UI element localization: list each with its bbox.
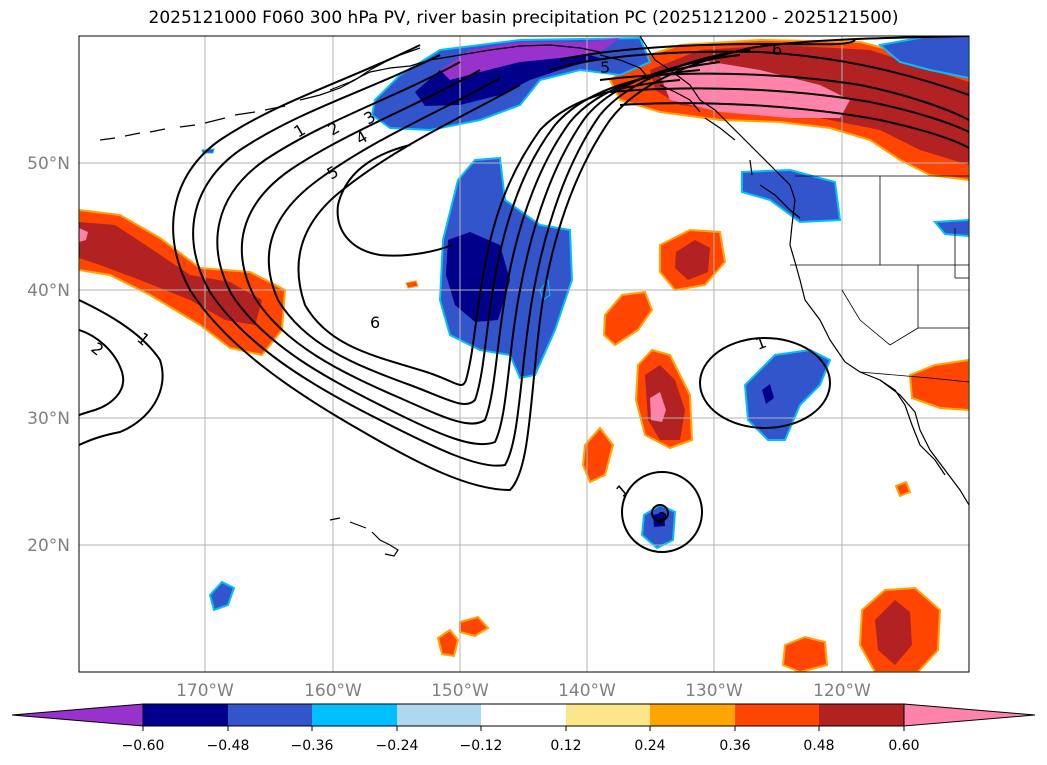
precip-area-cell-6-core [875, 600, 912, 665]
coastline-hawaii [329, 517, 399, 557]
pv-contour-sub-2 [651, 504, 669, 522]
colorbar-tick-label: 0.12 [550, 738, 581, 754]
pv-contour-6-north [559, 39, 856, 61]
contour-label-9: 1 [133, 329, 153, 350]
precip-area-sub-negative-core [653, 512, 665, 527]
precip-area-cell-2 [602, 290, 654, 347]
precip-area-central-negative-core [446, 232, 510, 322]
borders [790, 175, 969, 383]
colorbar-tick-label: 0.36 [719, 738, 750, 754]
colorbar-tick-label: 0.48 [803, 738, 834, 754]
colorbar-bin-1 [143, 704, 228, 726]
precip-area-cell-1-core [675, 240, 710, 280]
precip-area-cell-8 [436, 628, 460, 658]
contour-label-6: 6 [370, 313, 380, 332]
pv-contour-sub-1 [621, 471, 703, 553]
colorbar-bin-8 [735, 704, 819, 726]
pv-contour-3 [216, 54, 741, 446]
colorbar: −0.60 −0.48 −0.36 −0.24 −0.12 0.12 0.24 … [11, 703, 1036, 754]
longitude-labels: 170°W 160°W 150°W 140°W 130°W 120°W [176, 681, 871, 701]
precip-area-cell-9 [459, 615, 490, 638]
lon-label-160w: 160°W [304, 681, 362, 701]
pv-contour-5 [267, 69, 701, 405]
precip-area-cell-3-core [645, 365, 685, 440]
contour-label-10: 2 [87, 339, 107, 360]
colorbar-tick-label: −0.60 [122, 738, 165, 754]
pv-contour-gulf-3 [619, 102, 969, 149]
contour-label-1: 1 [291, 120, 309, 142]
lat-label-50n: 50°N [27, 154, 70, 174]
pv-contour-east-1 [699, 337, 831, 429]
pv-contour-west-1 [79, 299, 164, 446]
colorbar-tick-label: −0.48 [207, 738, 250, 754]
precip-area-hawaii-negative [208, 580, 236, 612]
precip-area-cell-4 [581, 426, 615, 484]
lon-label-150w: 150°W [431, 681, 489, 701]
colorbar-tick-label: 0.24 [634, 738, 665, 754]
precip-area-cell-7 [781, 635, 829, 672]
colorbar-extend-low [11, 703, 144, 727]
precip-area-or-negative [932, 218, 969, 238]
colorbar-tick-label: −0.36 [291, 738, 334, 754]
pv-contour-2 [192, 49, 751, 467]
coastline-vancouver-island [749, 159, 801, 219]
colorbar-bin-3 [312, 704, 397, 726]
precip-area-cell-10 [894, 480, 912, 498]
coastline-north-america [639, 36, 969, 506]
lon-label-130w: 130°W [685, 681, 743, 701]
pv-contour-4 [240, 61, 721, 425]
colorbar-bin-9 [819, 704, 904, 726]
contour-label-11: 1 [753, 332, 769, 353]
colorbar-frame [142, 703, 905, 727]
colorbar-bin-5 [481, 704, 566, 726]
map-frame [78, 35, 970, 673]
precip-area-north-negative-min [440, 38, 620, 80]
lon-label-140w: 140°W [558, 681, 616, 701]
pv-contours [79, 36, 969, 553]
colorbar-bin-4 [397, 704, 481, 726]
colorbar-bin-7 [650, 704, 735, 726]
colorbar-tick-label: −0.24 [376, 738, 419, 754]
colorbar-tick-label: −0.12 [460, 738, 503, 754]
lon-label-120w: 120°W [813, 681, 871, 701]
pv-contour-5-inner [336, 144, 453, 257]
contour-label-2: 2 [325, 118, 343, 140]
gridlines [79, 36, 969, 672]
colorbar-tick-label: 0.60 [888, 738, 919, 754]
coastlines [99, 36, 969, 557]
lon-label-170w: 170°W [176, 681, 234, 701]
precip-area-west-pacific-max [79, 228, 88, 242]
latitude-labels: 50°N 40°N 30°N 20°N [27, 154, 70, 556]
contour-label-7: 6 [772, 40, 782, 59]
coastline-alaska-peninsula [329, 44, 601, 91]
precip-area-ne-negative [877, 36, 969, 80]
colorbar-bin-6 [566, 704, 650, 726]
lat-label-40n: 40°N [27, 281, 70, 301]
lat-label-30n: 30°N [27, 409, 70, 429]
pv-contour-gulf-2 [609, 87, 969, 133]
contour-label-4: 4 [353, 127, 371, 149]
map-title: 2025121000 F060 300 hPa PV, river basin … [148, 8, 899, 28]
precip-area-cell-5 [908, 358, 969, 412]
coastline-aleutians [99, 47, 421, 141]
precip-area-cell-11 [405, 280, 419, 289]
contour-label-8: 5 [600, 58, 610, 77]
pv-contour-gulf-1 [599, 72, 969, 121]
precip-area-east-negative-core [762, 384, 774, 404]
colorbar-bin-2 [228, 704, 312, 726]
lat-label-20n: 20°N [27, 536, 70, 556]
colorbar-extend-high [903, 703, 1036, 727]
precip-area-north-negative-core [415, 52, 600, 106]
coastline-baja [879, 379, 946, 476]
precip-area-cell-3-max [650, 392, 666, 422]
precip-area-east-negative [743, 348, 832, 441]
pv-contour-west-2 [79, 329, 125, 416]
precip-area-bc-negative [741, 168, 842, 224]
pv-contour-5-north [549, 50, 969, 96]
